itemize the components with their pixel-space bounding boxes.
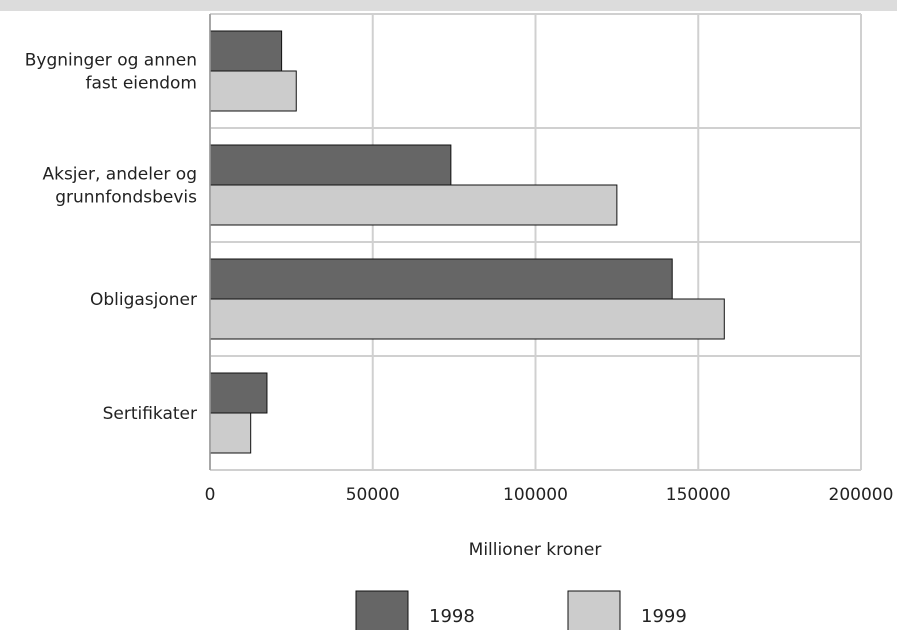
bar-1998-2 <box>209 258 673 300</box>
bar-1998-0 <box>209 30 283 72</box>
grid-lines <box>209 13 862 471</box>
legend-label-1998: 1998 <box>429 606 475 627</box>
x-axis-label: Millioner kroner <box>469 540 602 560</box>
bar-1999-0 <box>209 70 297 112</box>
bar-1999-3 <box>209 412 252 454</box>
top-strip <box>0 0 897 11</box>
x-tick-label: 150000 <box>666 485 731 505</box>
legend-label-1999: 1999 <box>641 606 687 627</box>
x-tick-label: 50000 <box>346 485 400 505</box>
category-labels: Bygninger og annen fast eiendom Aksjer, an… <box>25 51 197 425</box>
category-label: Sertifikater <box>103 404 197 424</box>
legend: 1998 1999 <box>355 590 687 630</box>
bars <box>209 30 725 454</box>
category-label: fast eiendom <box>86 74 198 94</box>
bar-1999-1 <box>209 184 618 226</box>
x-tick-label: 200000 <box>829 485 894 505</box>
category-label: Obligasjoner <box>90 290 197 310</box>
x-tick-labels: 0 50000 100000 150000 200000 <box>205 485 894 505</box>
x-tick-label: 0 <box>205 485 216 505</box>
bar-1998-1 <box>209 144 452 186</box>
x-tick-label: 100000 <box>503 485 568 505</box>
legend-swatch-1998 <box>355 590 409 630</box>
category-label: Aksjer, andeler og <box>42 165 197 185</box>
category-label: grunnfondsbevis <box>55 188 197 208</box>
bar-1999-2 <box>209 298 725 340</box>
bar-1998-3 <box>209 372 268 414</box>
legend-swatch-1999 <box>567 590 621 630</box>
category-label: Bygninger og annen <box>25 51 197 71</box>
